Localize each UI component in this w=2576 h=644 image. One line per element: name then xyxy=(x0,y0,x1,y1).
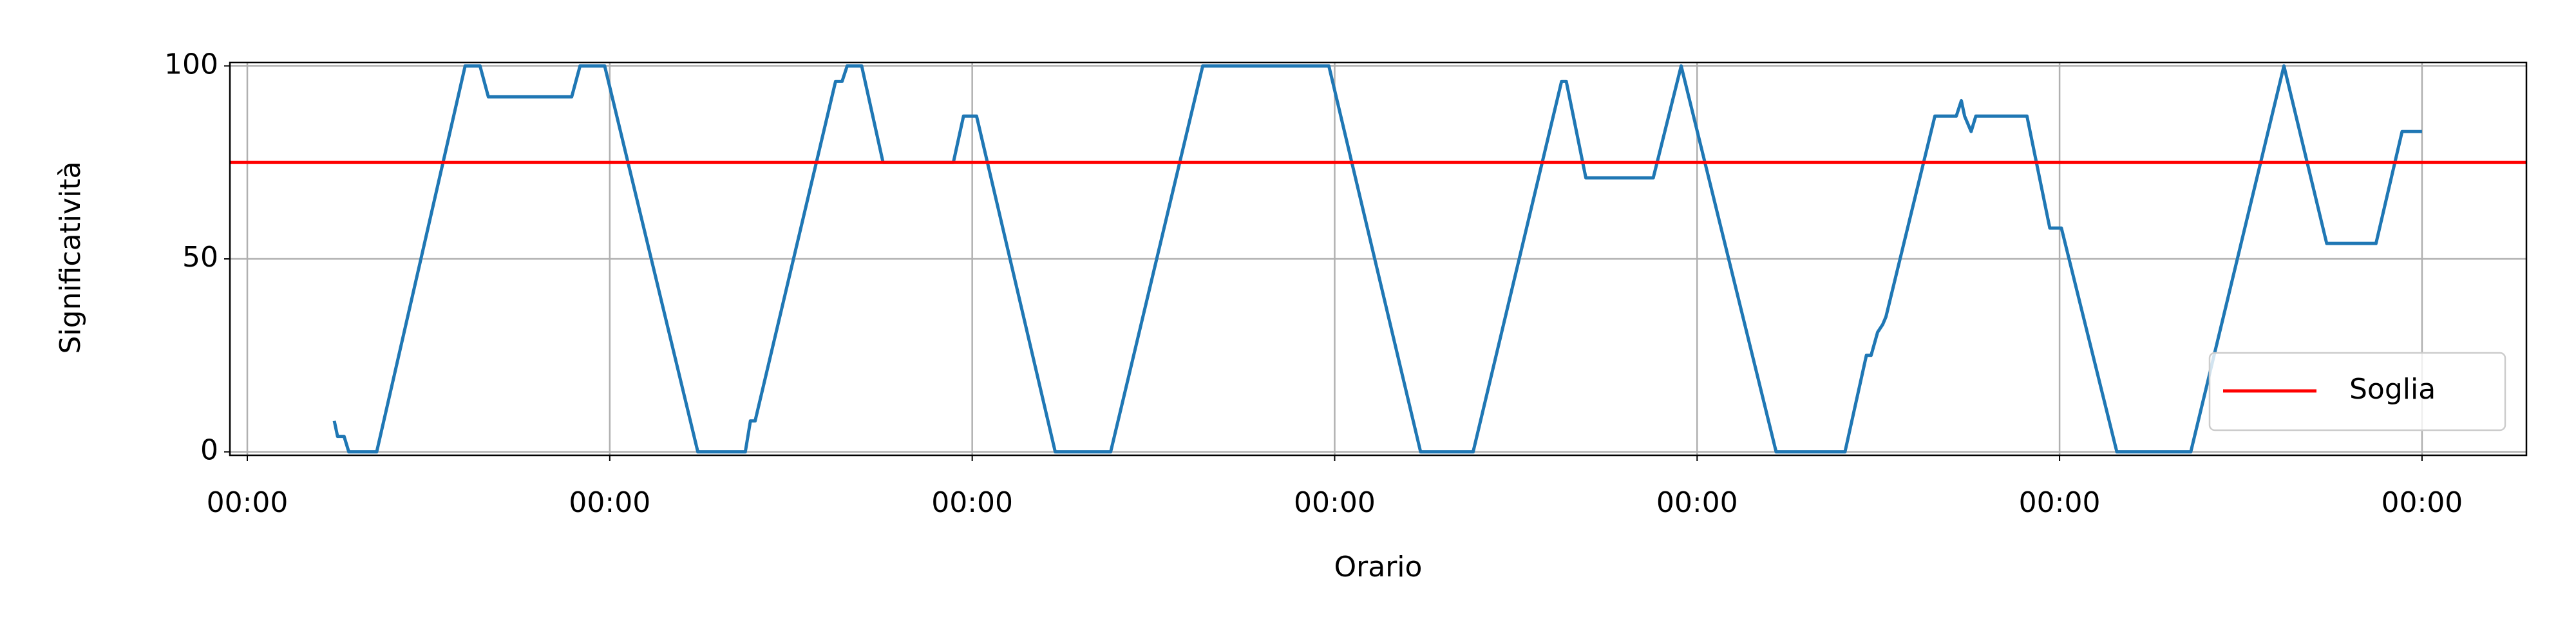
y-axis-label: Significatività xyxy=(54,161,87,354)
y-tick-label: 100 xyxy=(164,48,218,80)
x-tick-label: 00:00 xyxy=(569,486,650,519)
legend-label: Soglia xyxy=(2349,373,2436,406)
x-tick-label: 00:00 xyxy=(1656,486,1738,519)
y-tick-label: 50 xyxy=(182,241,218,274)
x-tick-label: 00:00 xyxy=(2019,486,2101,519)
x-tick-label: 00:00 xyxy=(207,486,289,519)
y-tick-label: 0 xyxy=(200,434,218,467)
data-line xyxy=(332,64,2422,454)
x-tick-label: 00:00 xyxy=(1294,486,1376,519)
plot-frame xyxy=(229,61,2528,457)
x-axis-label: Orario xyxy=(1334,551,1423,583)
x-tick-label: 00:00 xyxy=(931,486,1013,519)
legend-box xyxy=(2208,352,2506,431)
x-tick-label: 00:00 xyxy=(2382,486,2463,519)
